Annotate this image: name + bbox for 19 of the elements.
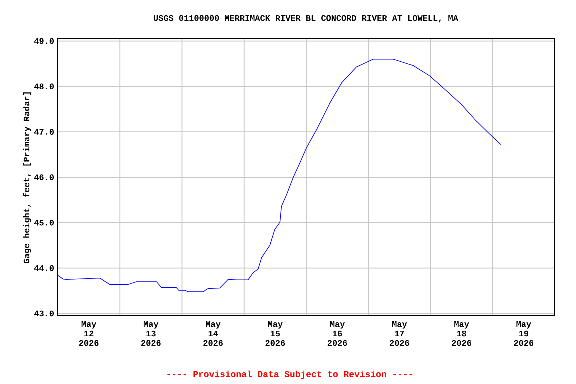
y-tick-label: 47.0 <box>34 129 54 135</box>
y-tick-label: 46.0 <box>34 174 54 180</box>
x-tick-label: May 13 2026 <box>142 322 161 346</box>
y-tick-label: 44.0 <box>34 265 54 272</box>
y-tick-label: 43.0 <box>34 310 54 317</box>
text: ---- Provisional Data Subject to Revision ---- <box>168 370 412 380</box>
x-tick-label: May 16 2026 <box>328 322 348 346</box>
x-tick-label: May 19 2026 <box>514 322 534 346</box>
x-tick-label: May 18 2026 <box>452 322 472 346</box>
y-tick-label: 48.0 <box>34 84 54 90</box>
y-tick-label: 45.0 <box>34 220 54 226</box>
y-tick-label: 49.0 <box>34 38 54 44</box>
line-series <box>58 59 502 292</box>
x-tick-label: May 14 2026 <box>204 322 224 346</box>
y-axis-title: Gage height, feet, [Primary Radar] <box>23 92 32 264</box>
chart-title: USGS 01100000 MERRIMACK RIVER BL CONCORD RIVER AT LOWELL, MA <box>154 15 458 23</box>
x-tick-label: May 15 2026 <box>266 322 286 346</box>
x-tick-label: May 17 2026 <box>390 322 410 346</box>
x-tick-label: May 12 2026 <box>79 322 99 346</box>
